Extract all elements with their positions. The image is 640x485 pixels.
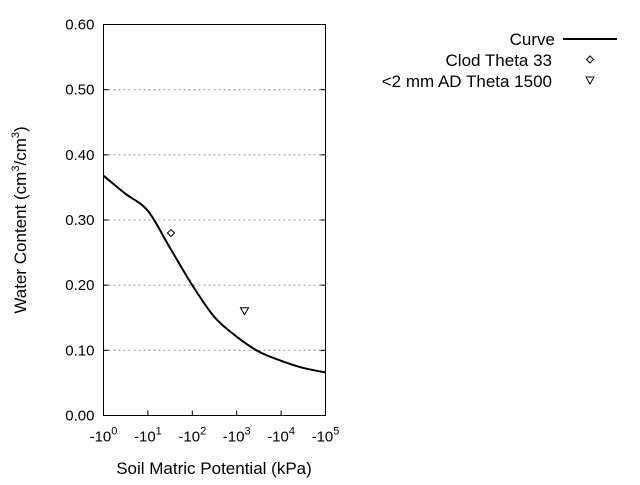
- x-tick-label: -103: [223, 426, 251, 446]
- x-axis-label: Soil Matric Potential (kPa): [116, 459, 312, 478]
- legend-label-curve: Curve: [510, 30, 555, 49]
- y-axis-label: Water Content (cm3/cm3): [10, 126, 30, 313]
- x-tick-label: -102: [178, 426, 206, 446]
- y-tick-label: 0.50: [65, 82, 94, 99]
- legend-marker-diamond: [585, 55, 595, 64]
- y-tick-label: 0.20: [65, 277, 94, 294]
- x-tick-label: -104: [267, 426, 295, 446]
- curve-line: [102, 174, 326, 374]
- legend-marker-triangle: [585, 76, 595, 86]
- x-tick-label: -101: [134, 426, 162, 446]
- y-tick-label: 0.30: [65, 212, 94, 229]
- y-tick-label: 0.10: [65, 342, 94, 359]
- x-tick-label: -105: [312, 426, 340, 446]
- legend-label-clod-theta-33: Clod Theta 33: [446, 51, 552, 70]
- data-point-triangle: [239, 307, 250, 316]
- legend-label-theta-1500: <2 mm AD Theta 1500: [382, 72, 552, 91]
- x-tick-label: -100: [90, 426, 118, 446]
- y-tick-label: 0.00: [65, 408, 94, 425]
- y-tick-label: 0.40: [65, 147, 94, 164]
- y-tick-label: 0.60: [65, 17, 94, 34]
- legend: Curve Clod Theta 33 <2 mm AD Theta 1500: [382, 30, 617, 91]
- data-point-diamond: [166, 228, 176, 238]
